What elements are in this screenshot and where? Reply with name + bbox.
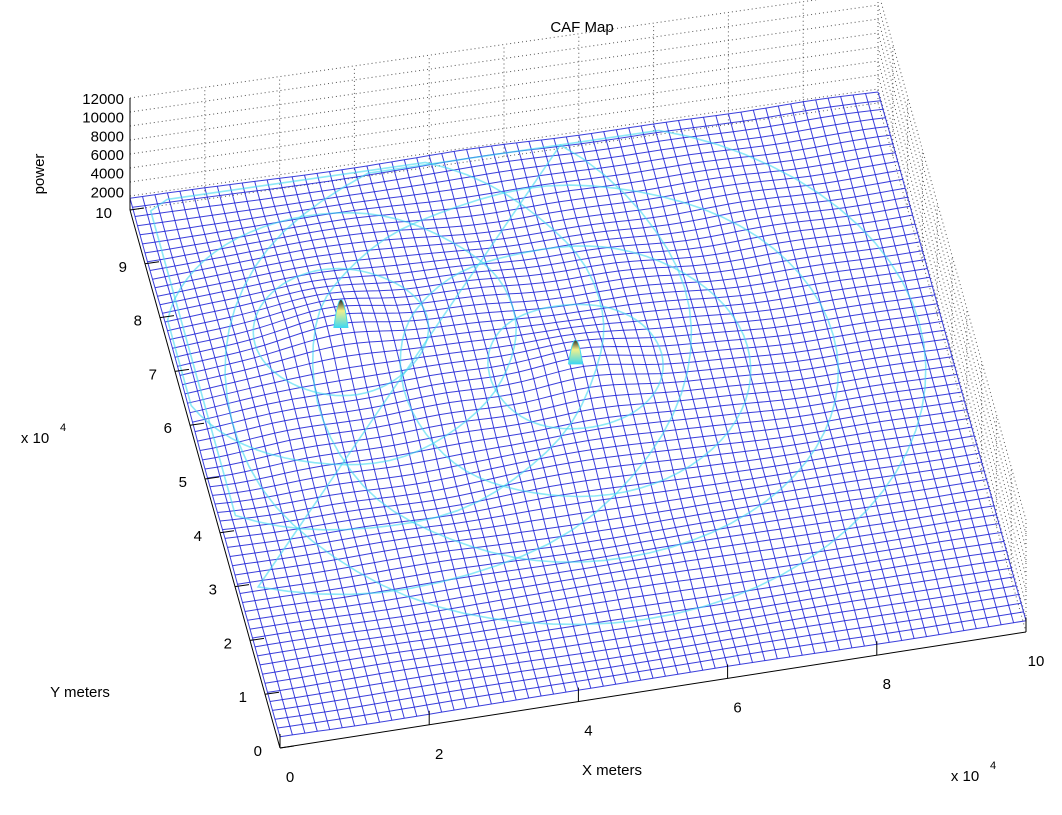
ridge-ring [252,267,430,397]
chart-title: CAF Map [550,19,613,36]
mesh-line-x [840,96,990,627]
mesh-line-x [790,103,940,635]
y-exponent: x 10 4 [21,422,66,447]
mesh-line-x [254,181,405,719]
y-tick-label: 3 [209,582,217,599]
ridge-ring [399,245,752,498]
z-axis-label: power [31,154,48,195]
y-tick-label: 7 [149,366,157,383]
y-tick-label: 10 [95,205,112,222]
y-tick-mark [144,261,160,265]
y-tick-label: 9 [119,259,127,276]
surface-peaks [333,299,584,365]
mesh-line-y [149,161,898,271]
mesh-line-y [129,91,879,199]
mesh-line-x [877,91,1027,621]
y-tick-label: 1 [239,689,247,706]
y-tick-mark [234,584,250,588]
y-tick-mark [219,530,235,534]
mesh-line-y [139,126,888,236]
x-axis-label: X meters [582,762,642,779]
mesh-line-x [266,179,418,717]
y-tick-mark [189,422,205,426]
y-tick-label: 5 [179,474,187,491]
y-axis-label: Y meters [50,684,110,701]
z-tick-label: 6000 [91,147,124,164]
mesh-line-x [802,101,952,633]
x-axis-line [279,631,1027,749]
z-tick-label: 10000 [82,110,124,127]
ridge-ring [311,184,840,563]
surface-mesh [129,91,1027,738]
y-tick-label: 8 [134,313,142,330]
y-tick-label: 2 [224,635,232,652]
y-exponent-base: x 10 [21,430,49,447]
y-tick-label: 4 [194,528,202,545]
x-tick-label: 6 [733,699,741,716]
ridge-ring [149,161,605,531]
mesh-line-y [152,169,901,280]
y-tick-mark [249,637,265,641]
y-tick-labels: 0 1 2 3 4 5 6 7 8 9 10 [95,205,295,760]
axes [129,98,1027,749]
surface-ridges [149,129,927,626]
mesh-line-x [852,94,1002,625]
y-tick-mark [279,745,295,749]
box-gridlines [129,0,1027,633]
mesh-line-y [142,134,891,245]
mesh-line-y [144,143,893,254]
x-tick-label: 2 [435,746,443,763]
y-tick-label: 6 [164,420,172,437]
mesh-line-y [137,117,886,227]
z-tick-label: 2000 [91,184,124,201]
peak-1 [333,299,349,329]
x-exponent-base: x 10 [951,768,979,785]
mesh-line-y [147,152,896,263]
mesh-line-x [865,93,1015,623]
y-tick-mark [264,691,280,695]
ridge-ring [256,144,693,596]
y-tick-mark [129,207,145,211]
mesh-line-x [777,105,927,637]
y-tick-mark [174,368,190,372]
peak-2 [567,339,584,365]
mesh-line-y [134,108,883,217]
x-tick-label: 4 [584,723,592,740]
z-tick-label: 12000 [82,91,124,108]
x-tick-labels: 0 2 4 6 8 10 [279,618,1045,786]
x-exponent: x 10 4 [951,760,996,785]
y-exponent-power: 4 [60,422,66,434]
ridge-ring [224,129,927,626]
x-tick-label: 10 [1028,653,1045,670]
y-tick-mark [204,476,220,480]
mesh-line-x [216,186,368,725]
mesh-line-x [752,109,903,641]
y-tick-mark [159,315,175,319]
back-wall-gridline [129,4,1027,535]
mesh-line-x [765,107,915,639]
ridge-ring [487,303,664,430]
x-tick-label: 0 [286,769,294,786]
y-tick-label: 0 [254,743,262,760]
back-wall-gridline [129,18,1027,549]
z-tick-label: 4000 [91,166,124,183]
mesh-line-x [815,99,965,631]
x-exponent-power: 4 [990,760,996,772]
mesh-line-x [827,97,977,629]
x-tick-label: 8 [883,676,891,693]
z-tick-label: 8000 [91,128,124,145]
